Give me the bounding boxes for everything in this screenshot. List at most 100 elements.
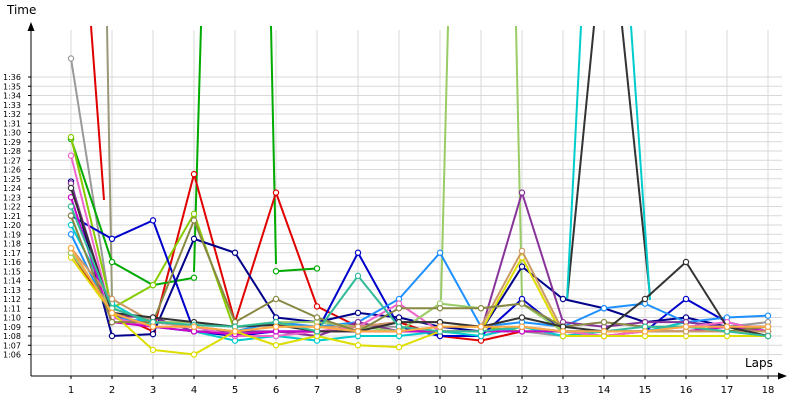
data-point <box>190 217 198 224</box>
x-tick-label: 5 <box>232 385 238 396</box>
y-tick-label: 1:29 <box>3 138 21 147</box>
y-tick-label: 1:20 <box>3 221 21 230</box>
data-point <box>67 152 75 159</box>
x-tick-label: 2 <box>109 385 115 396</box>
x-tick-label: 11 <box>475 385 488 396</box>
data-point <box>67 55 75 62</box>
series-line <box>70 247 768 333</box>
x-tick-label: 14 <box>598 385 611 396</box>
y-tick-label: 1:26 <box>3 166 21 175</box>
series-line <box>70 138 195 287</box>
data-point <box>67 203 75 210</box>
data-point <box>354 249 362 256</box>
series-18 <box>67 244 772 335</box>
y-tick-label: 1:25 <box>3 175 21 184</box>
y-tick-label: 1:09 <box>3 323 21 332</box>
y-tick-label: 1:36 <box>3 73 21 82</box>
data-point <box>190 351 198 358</box>
data-point <box>149 281 157 289</box>
spike-line <box>630 25 651 301</box>
y-tick-label: 1:24 <box>3 184 21 193</box>
data-point <box>764 312 772 319</box>
data-point <box>149 330 157 338</box>
y-tick-label: 1:08 <box>3 332 21 341</box>
x-tick-label: 1 <box>68 385 74 396</box>
data-point <box>477 323 485 330</box>
x-tick-label: 15 <box>639 385 652 396</box>
data-point <box>190 170 198 178</box>
data-point <box>764 332 772 340</box>
spike-line <box>566 25 595 301</box>
data-point <box>149 217 157 224</box>
data-point <box>231 249 239 256</box>
data-point <box>395 343 403 351</box>
spike-line <box>566 25 582 301</box>
x-tick-label: 7 <box>314 385 320 396</box>
x-tick-label: 12 <box>516 385 529 396</box>
y-tick-label: 1:13 <box>3 286 21 295</box>
data-point <box>600 318 608 326</box>
data-point <box>67 133 75 141</box>
data-point <box>559 328 567 335</box>
y-tick-label: 1:34 <box>3 92 21 101</box>
data-point <box>67 231 75 238</box>
x-tick-label: 3 <box>150 385 156 396</box>
data-point <box>190 210 198 218</box>
data-point <box>272 189 280 196</box>
data-point <box>641 328 649 335</box>
data-point <box>108 295 116 303</box>
data-point <box>190 235 198 243</box>
data-point <box>108 258 116 266</box>
data-point <box>108 332 116 340</box>
data-point <box>518 247 526 255</box>
data-point <box>272 295 280 303</box>
data-point <box>190 323 198 330</box>
y-axis-title: Time <box>6 3 36 17</box>
series-line <box>70 187 769 337</box>
data-point <box>313 303 321 310</box>
data-point <box>641 295 649 303</box>
data-point <box>518 300 526 307</box>
data-point <box>313 323 321 330</box>
data-point <box>149 323 157 330</box>
data-point <box>682 258 690 266</box>
x-tick-label: 4 <box>191 385 197 396</box>
y-tick-label: 1:16 <box>3 258 21 267</box>
y-tick-label: 1:11 <box>3 304 21 313</box>
spike-line <box>90 25 105 201</box>
data-point <box>108 309 116 317</box>
data-point <box>313 265 321 272</box>
data-point <box>67 184 75 192</box>
x-tick-label: 16 <box>680 385 693 396</box>
spike-line <box>193 25 202 273</box>
data-point <box>354 328 362 335</box>
x-tick-label: 18 <box>762 385 775 396</box>
y-tick-label: 1:31 <box>3 119 21 128</box>
y-tick-label: 1:10 <box>3 314 21 323</box>
data-point <box>67 212 75 219</box>
x-tick-labels: 1 2 3 4 5 6 7 8 9 10 11 12 13 14 15 16 17 18 <box>68 385 775 396</box>
y-tick-label: 1:15 <box>3 267 21 276</box>
y-tick-labels: 1:061:071:081:091:101:111:121:131:141:15… <box>3 73 21 360</box>
x-tick-label: 8 <box>355 385 361 396</box>
data-point <box>149 346 157 354</box>
data-point <box>518 314 526 321</box>
axes: Time Laps <box>6 3 787 380</box>
x-tick-label: 9 <box>396 385 402 396</box>
spike-lines <box>90 25 651 301</box>
data-point <box>354 272 362 280</box>
x-tick-label: 17 <box>721 385 734 396</box>
data-point <box>682 323 690 330</box>
y-tick-label: 1:35 <box>3 82 21 91</box>
y-tick-label: 1:18 <box>3 240 21 249</box>
data-point <box>108 235 116 243</box>
data-point <box>67 244 75 252</box>
series-lines <box>67 55 772 358</box>
data-point <box>518 189 526 196</box>
data-point <box>395 305 403 312</box>
y-tick-label: 1:14 <box>3 277 21 286</box>
y-tick-label: 1:07 <box>3 341 21 350</box>
data-point <box>190 274 198 281</box>
x-axis-arrow-icon <box>778 372 787 380</box>
y-tick-label: 1:12 <box>3 295 21 304</box>
